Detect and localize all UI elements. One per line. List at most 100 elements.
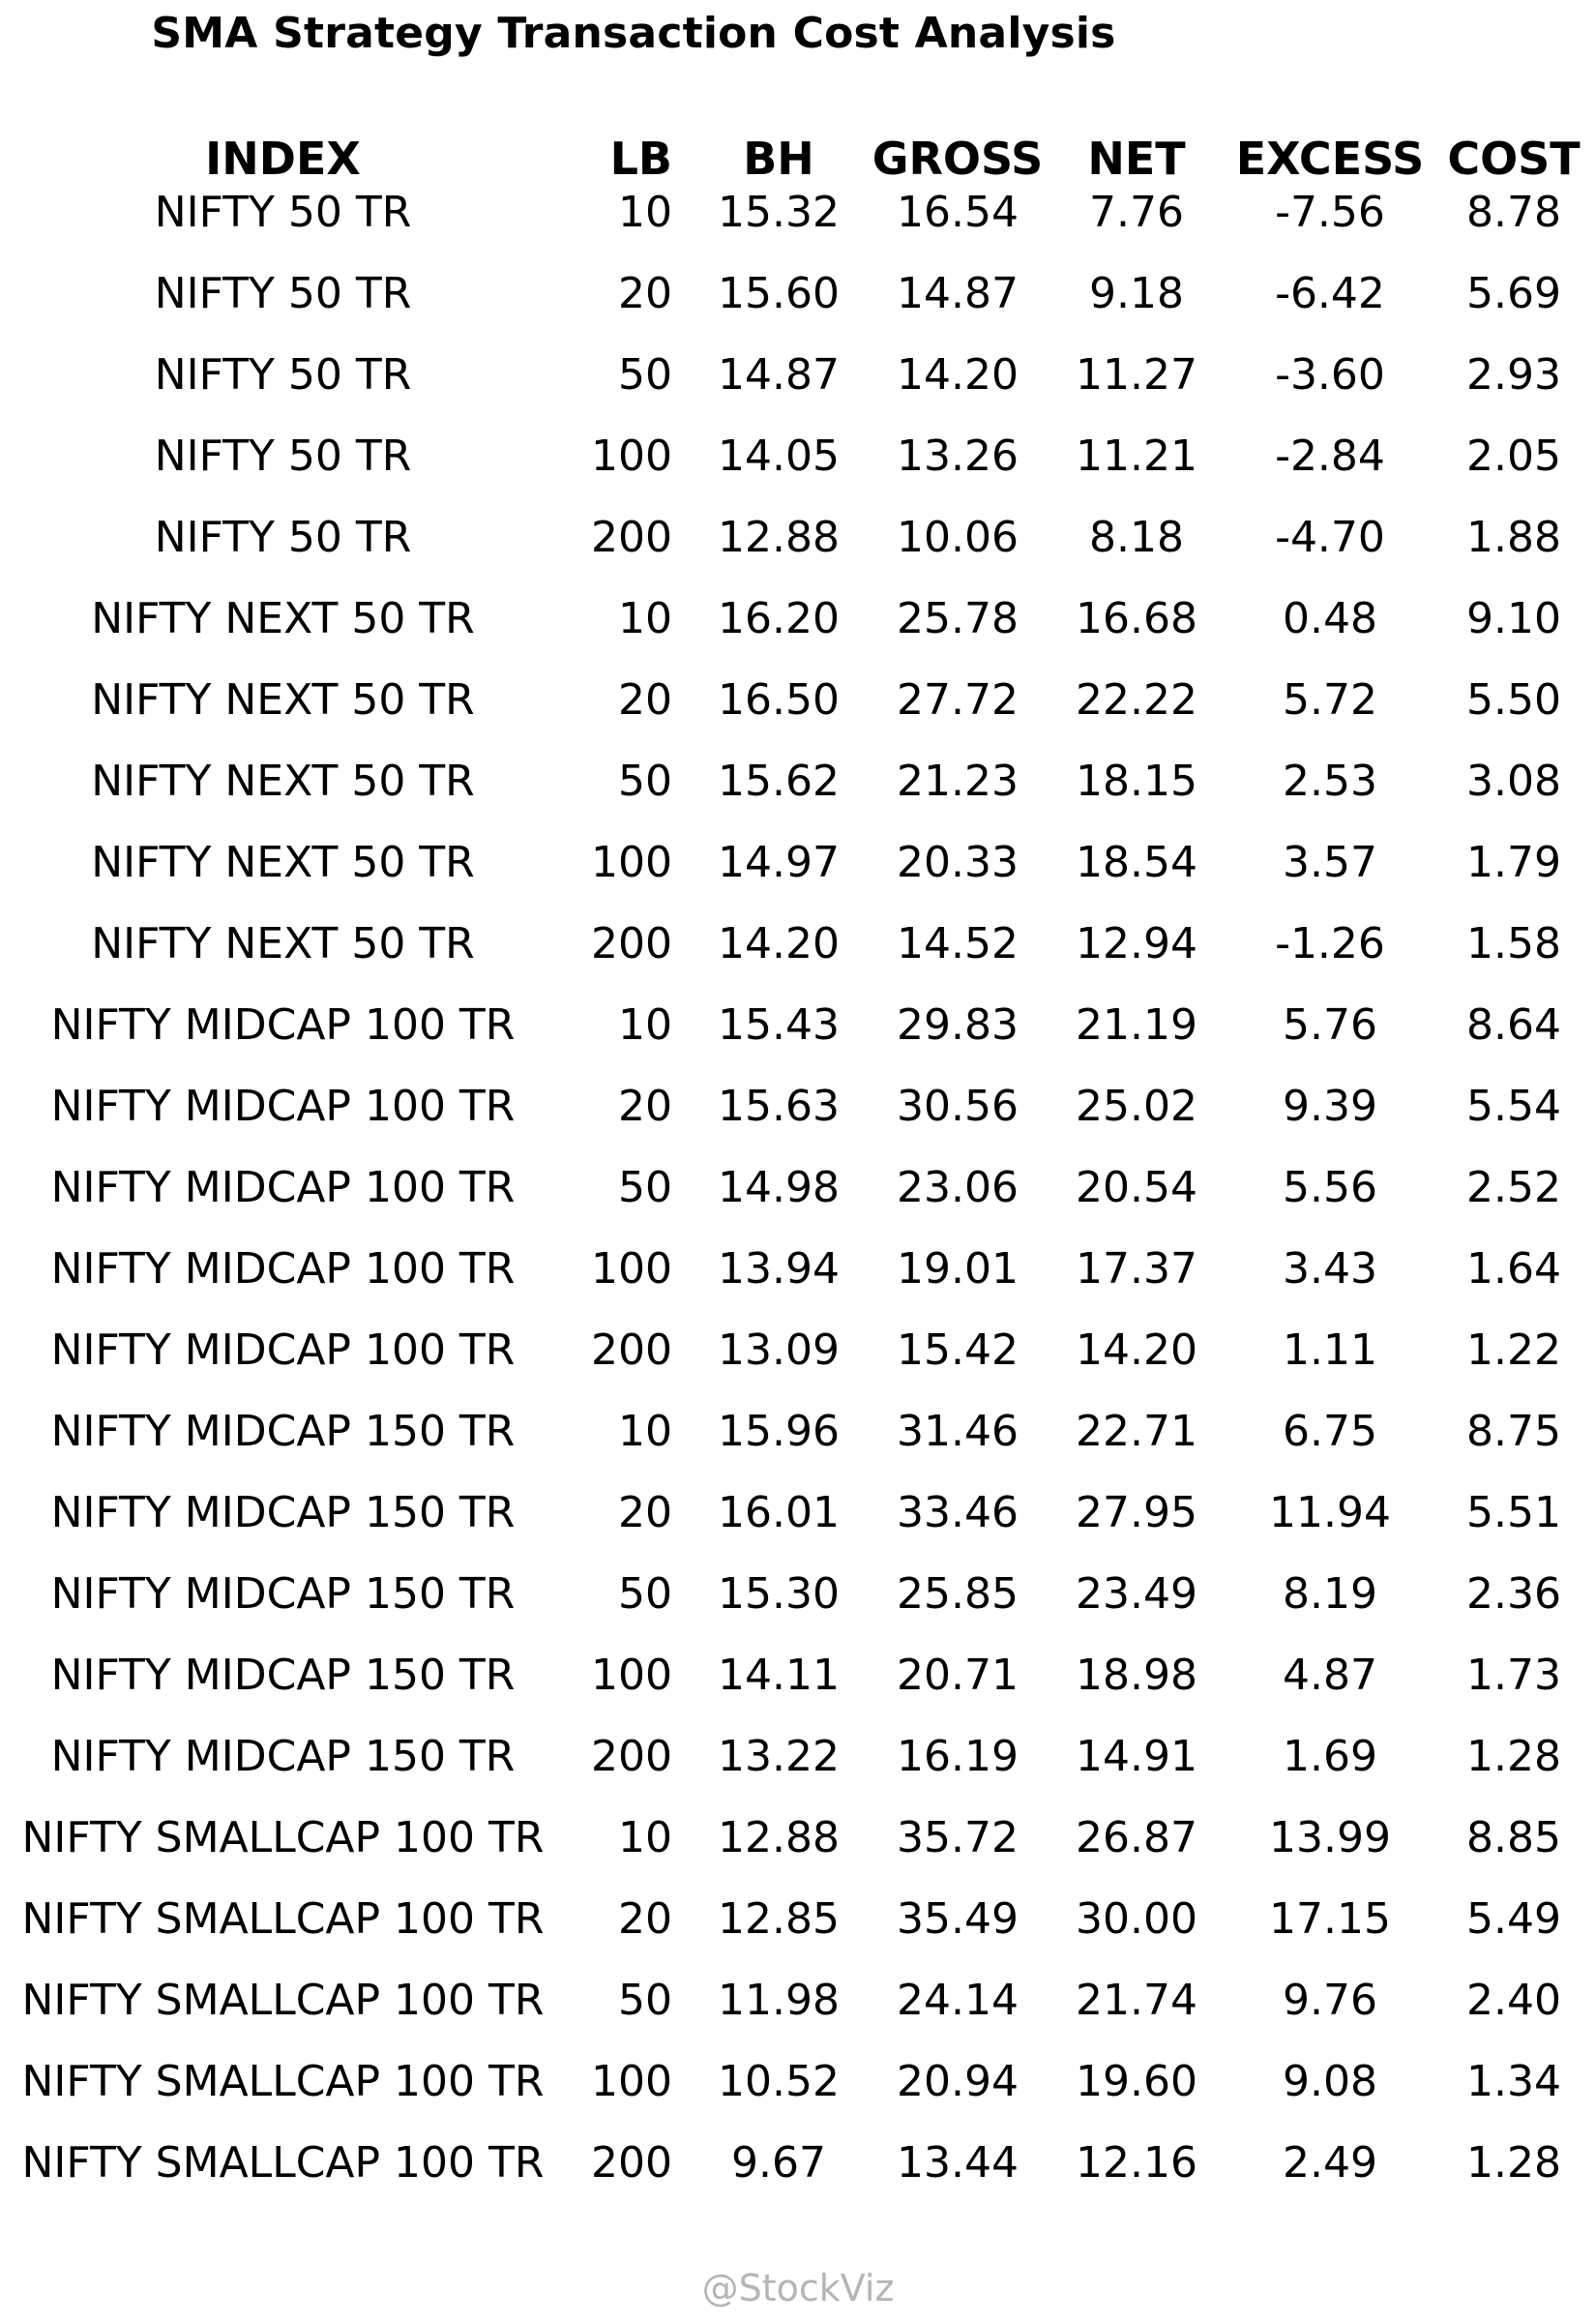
cell-excess: 3.57 — [1283, 838, 1377, 887]
cell-cost: 5.51 — [1466, 1488, 1561, 1537]
cell-gross: 16.54 — [897, 188, 1019, 237]
cell-index: NIFTY MIDCAP 150 TR — [50, 1569, 516, 1619]
cell-lb: 200 — [591, 513, 672, 562]
cell-index: NIFTY SMALLCAP 100 TR — [21, 2138, 545, 2188]
cell-bh: 10.52 — [718, 2057, 840, 2106]
cell-bh: 15.96 — [718, 1407, 840, 1456]
cell-bh: 13.09 — [718, 1325, 840, 1375]
column-header-net: NET — [1087, 133, 1186, 185]
cell-excess: 3.43 — [1283, 1244, 1377, 1294]
cell-cost: 1.28 — [1466, 2138, 1561, 2188]
cell-bh: 11.98 — [718, 1976, 840, 2025]
cell-cost: 1.64 — [1466, 1244, 1561, 1294]
cell-cost: 2.40 — [1466, 1976, 1561, 2025]
cell-net: 16.68 — [1076, 594, 1197, 643]
cell-gross: 29.83 — [897, 1000, 1019, 1050]
cell-gross: 20.33 — [897, 838, 1019, 887]
column-header-gross: GROSS — [872, 133, 1044, 185]
cell-excess: 1.69 — [1283, 1732, 1377, 1781]
cell-lb: 50 — [618, 350, 672, 400]
cell-bh: 9.67 — [731, 2138, 826, 2188]
cell-index: NIFTY SMALLCAP 100 TR — [21, 1894, 545, 1944]
cell-index: NIFTY NEXT 50 TR — [91, 675, 475, 725]
cell-cost: 8.64 — [1466, 1000, 1561, 1050]
cell-lb: 20 — [618, 1488, 672, 1537]
cell-bh: 16.01 — [718, 1488, 840, 1537]
cell-index: NIFTY SMALLCAP 100 TR — [21, 2057, 545, 2106]
cell-gross: 21.23 — [897, 757, 1019, 806]
cell-excess: 6.75 — [1283, 1407, 1377, 1456]
cell-cost: 2.93 — [1466, 350, 1561, 400]
cell-net: 12.94 — [1076, 919, 1197, 968]
cell-bh: 13.22 — [718, 1732, 840, 1781]
cell-cost: 8.85 — [1466, 1813, 1561, 1862]
cost-table: INDEX LB BH GROSS NET EXCESS COST NIFTY 50 TR 10… — [0, 118, 1596, 2188]
cell-bh: 16.20 — [718, 594, 840, 643]
cell-gross: 14.87 — [897, 269, 1019, 318]
cell-cost: 5.54 — [1466, 1082, 1561, 1131]
cell-lb: 20 — [618, 1082, 672, 1131]
cell-bh: 14.11 — [718, 1651, 840, 1700]
cell-lb: 10 — [618, 594, 672, 643]
cell-index: NIFTY MIDCAP 100 TR — [50, 1325, 516, 1375]
cell-cost: 1.79 — [1466, 838, 1561, 887]
column-header-excess: EXCESS — [1235, 133, 1425, 185]
cell-excess: 2.49 — [1283, 2138, 1377, 2188]
cell-lb: 100 — [591, 1651, 672, 1700]
cell-cost: 8.75 — [1466, 1407, 1561, 1456]
cell-net: 21.19 — [1076, 1000, 1197, 1050]
cell-cost: 1.58 — [1466, 919, 1561, 968]
cell-index: NIFTY 50 TR — [154, 188, 412, 237]
cell-gross: 35.49 — [897, 1894, 1019, 1944]
cell-index: NIFTY MIDCAP 100 TR — [50, 1082, 516, 1131]
cell-cost: 2.52 — [1466, 1163, 1561, 1212]
column-header-lb: LB — [609, 133, 672, 185]
cell-index: NIFTY 50 TR — [154, 269, 412, 318]
cell-cost: 1.88 — [1466, 513, 1561, 562]
cell-bh: 12.88 — [718, 1813, 840, 1862]
cell-gross: 13.26 — [897, 432, 1019, 481]
cell-index: NIFTY 50 TR — [154, 350, 412, 400]
cell-net: 18.98 — [1076, 1651, 1197, 1700]
column-header-index: INDEX — [205, 133, 361, 185]
cell-excess: -6.42 — [1275, 269, 1385, 318]
cell-cost: 1.28 — [1466, 1732, 1561, 1781]
cell-bh: 15.43 — [718, 1000, 840, 1050]
cell-bh: 14.97 — [718, 838, 840, 887]
cell-index: NIFTY MIDCAP 150 TR — [50, 1732, 516, 1781]
cell-lb: 50 — [618, 1163, 672, 1212]
cell-bh: 15.30 — [718, 1569, 840, 1619]
credit-watermark: @StockViz — [701, 2267, 895, 2309]
cell-bh: 14.05 — [718, 432, 840, 481]
cell-gross: 31.46 — [897, 1407, 1019, 1456]
cell-index: NIFTY MIDCAP 100 TR — [50, 1244, 516, 1294]
cell-index: NIFTY SMALLCAP 100 TR — [21, 1813, 545, 1862]
cell-excess: 8.19 — [1283, 1569, 1377, 1619]
cell-cost: 5.49 — [1466, 1894, 1561, 1944]
cell-bh: 15.63 — [718, 1082, 840, 1131]
cell-lb: 100 — [591, 1244, 672, 1294]
cell-lb: 50 — [618, 757, 672, 806]
cell-cost: 1.73 — [1466, 1651, 1561, 1700]
cell-net: 18.54 — [1076, 838, 1197, 887]
cell-net: 20.54 — [1076, 1163, 1197, 1212]
cell-excess: 9.76 — [1283, 1976, 1377, 2025]
cell-gross: 13.44 — [897, 2138, 1019, 2188]
column-header-cost: COST — [1447, 133, 1581, 185]
cell-lb: 100 — [591, 2057, 672, 2106]
cell-net: 18.15 — [1076, 757, 1197, 806]
cell-gross: 14.20 — [897, 350, 1019, 400]
cell-excess: 4.87 — [1283, 1651, 1377, 1700]
cell-excess: 9.39 — [1283, 1082, 1377, 1131]
cell-bh: 15.32 — [718, 188, 840, 237]
cell-cost: 9.10 — [1466, 594, 1561, 643]
cell-net: 14.91 — [1076, 1732, 1197, 1781]
cell-excess: 0.48 — [1283, 594, 1377, 643]
cell-index: NIFTY MIDCAP 150 TR — [50, 1407, 516, 1456]
cell-excess: 5.76 — [1283, 1000, 1377, 1050]
cell-cost: 8.78 — [1466, 188, 1561, 237]
cell-cost: 3.08 — [1466, 757, 1561, 806]
cell-lb: 100 — [591, 838, 672, 887]
cell-cost: 5.69 — [1466, 269, 1561, 318]
cell-bh: 15.62 — [718, 757, 840, 806]
